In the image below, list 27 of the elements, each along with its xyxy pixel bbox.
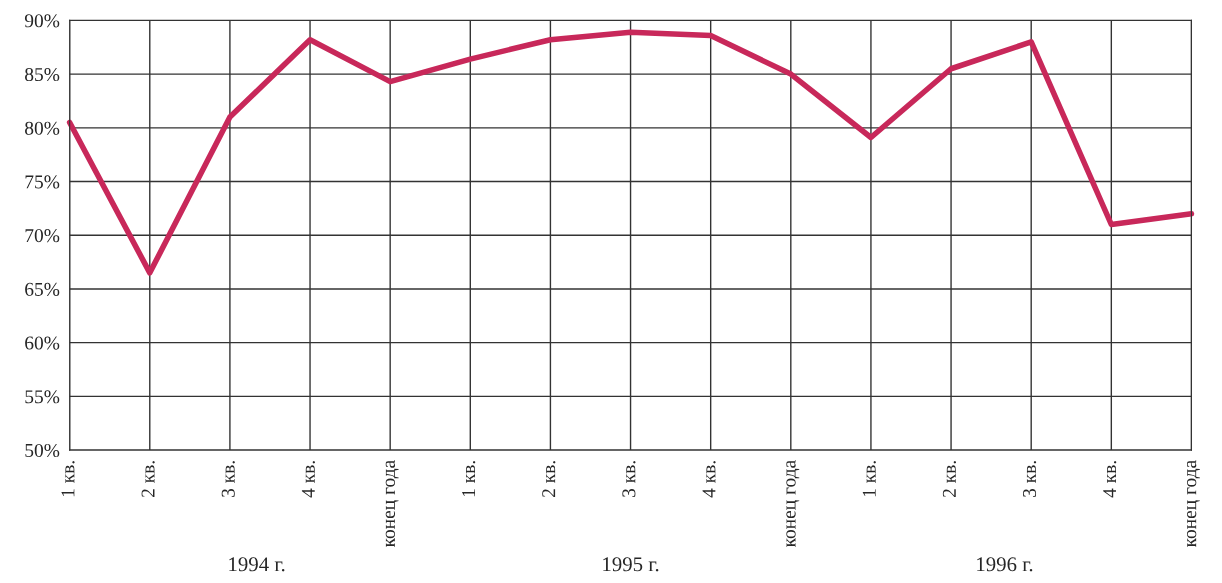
x-tick-label: 1 кв. [61, 461, 75, 497]
x-tick-label: 3 кв. [221, 461, 235, 497]
y-tick-label: 65% [25, 282, 60, 296]
x-tick-label: конец года [385, 460, 399, 548]
text: 1994 г. [229, 557, 285, 572]
text: 1995 г. [603, 557, 659, 572]
y-tick-label: 90% [24, 14, 60, 28]
x-tick-label: 4 кв. [301, 461, 315, 498]
x-tick-label: 2 кв. [542, 461, 556, 498]
text: 1996 г. [977, 557, 1033, 572]
y-tick-label: 55% [25, 390, 60, 404]
x-tick-label: 1 кв. [462, 461, 476, 497]
x-tick-label: 2 кв. [141, 461, 155, 498]
y-tick-label: 60% [25, 336, 60, 350]
x-tick-label: конец года [786, 460, 800, 548]
x-tick-label: конец года [1186, 460, 1200, 548]
y-tick-label: 80% [25, 121, 60, 135]
y-tick-label: 50% [25, 443, 60, 458]
x-tick-label: 4 кв. [702, 461, 716, 498]
x-tick-label: 2 кв. [942, 461, 957, 498]
x-tick-label: 1 кв. [862, 461, 876, 497]
x-tick-label: 3 кв. [622, 461, 636, 497]
y-tick-label: 75% [25, 175, 60, 189]
y-tick-label: 70% [25, 229, 60, 243]
x-tick-label: 3 кв. [1022, 461, 1037, 497]
x-tick-label: 4 кв. [1103, 461, 1117, 498]
y-tick-label: 85% [25, 67, 60, 82]
